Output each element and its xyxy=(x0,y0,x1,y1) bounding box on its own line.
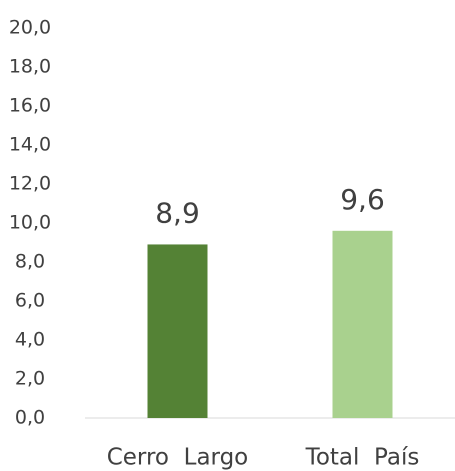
y-tick-label: 16,0 xyxy=(9,95,51,117)
data-label: 8,9 xyxy=(155,196,200,229)
y-tick-label: 12,0 xyxy=(9,173,51,195)
bar xyxy=(147,244,208,418)
y-tick-label: 10,0 xyxy=(9,212,51,234)
y-tick-label: 8,0 xyxy=(15,251,45,273)
y-tick-label: 4,0 xyxy=(15,329,45,351)
x-tick-label: Cerro Largo xyxy=(107,445,249,471)
bar xyxy=(332,230,393,418)
y-tick-label: 18,0 xyxy=(9,56,51,78)
y-tick-label: 6,0 xyxy=(15,290,45,312)
y-tick-label: 2,0 xyxy=(15,368,45,390)
x-tick-label: Total País xyxy=(305,445,420,471)
y-tick-label: 0,0 xyxy=(15,407,45,429)
y-tick-label: 20,0 xyxy=(9,17,51,39)
y-tick-label: 14,0 xyxy=(9,134,51,156)
data-label: 9,6 xyxy=(340,183,385,216)
